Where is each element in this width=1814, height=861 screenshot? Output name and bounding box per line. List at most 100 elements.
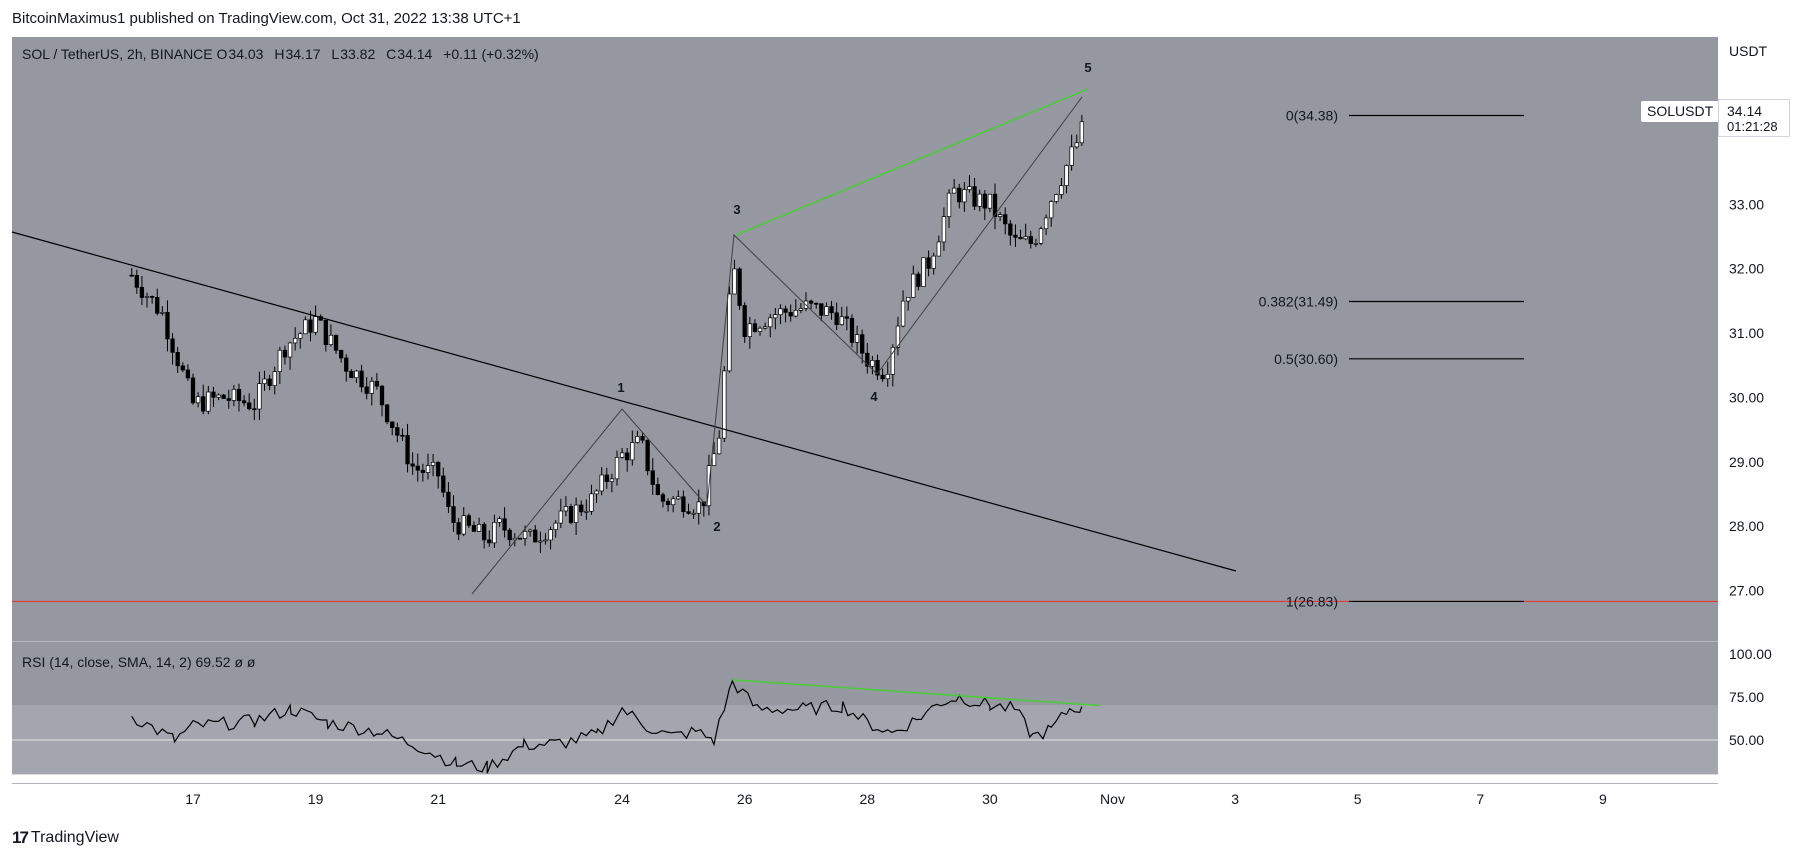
candle-body [1043, 217, 1049, 230]
price-axis[interactable] [1718, 37, 1814, 783]
rsi-axis-tick: 75.00 [1729, 689, 1764, 705]
candle-body [722, 370, 727, 439]
footer[interactable]: 17 TradingView [12, 828, 119, 848]
candle-body [446, 491, 451, 507]
low-label: L [331, 46, 340, 62]
candle-body [885, 373, 890, 380]
candle-body [865, 352, 870, 367]
candle-body [507, 529, 512, 541]
time-axis[interactable] [12, 783, 1718, 814]
candle-body [298, 333, 303, 339]
candle-body [364, 386, 369, 394]
candle-body [354, 370, 359, 379]
candle-body [487, 539, 492, 544]
candle-body [425, 465, 431, 473]
candle-body [762, 326, 768, 329]
price-axis-tick: 29.00 [1729, 454, 1764, 470]
candle-body [645, 439, 650, 472]
candle-body [1028, 236, 1033, 245]
price-axis-tick: 27.00 [1729, 583, 1764, 599]
candle-body [293, 337, 298, 344]
candle-body [415, 465, 420, 471]
time-axis-tick: 30 [982, 791, 998, 807]
publisher-header: BitcoinMaximus1 published on TradingView… [12, 10, 521, 27]
candle-body [957, 187, 962, 203]
wave-label: 5 [1084, 60, 1091, 75]
candle-body [405, 435, 410, 465]
footer-brand: TradingView [30, 829, 119, 846]
rsi-extra: ø ø [234, 654, 256, 670]
candle-body [717, 437, 722, 455]
candle-body [170, 338, 175, 353]
candle-body [241, 400, 247, 404]
candle-body [502, 518, 507, 531]
candle-body [962, 189, 967, 203]
candle-body [160, 312, 165, 314]
candle-body [226, 398, 231, 401]
candle-body [553, 522, 558, 530]
price-axis-tick: 30.00 [1729, 389, 1764, 405]
candle-body [1013, 234, 1018, 238]
candle-body [451, 506, 456, 523]
candle-body [625, 452, 630, 461]
candle-body [860, 334, 865, 354]
candle-body [1049, 201, 1054, 219]
descending-trendline [11, 231, 1237, 572]
candle-body [257, 383, 262, 410]
candle-body [190, 377, 196, 404]
candle-body [844, 316, 850, 319]
time-axis-tick: Nov [1100, 791, 1125, 807]
candle-body [926, 257, 931, 269]
time-axis-tick: 26 [737, 791, 753, 807]
candle-body [768, 317, 773, 328]
candle-body [1038, 228, 1044, 244]
candle-body [359, 370, 364, 388]
candle-body [870, 360, 875, 367]
candle-body [676, 496, 681, 500]
candle-body [747, 323, 752, 337]
candle-body [972, 186, 977, 207]
candle-body [895, 325, 901, 348]
candle-body [660, 494, 666, 502]
candle-body [379, 385, 385, 406]
candle-body [834, 312, 839, 325]
candle-body [982, 193, 987, 209]
candle-body [395, 427, 400, 436]
candle-body [916, 273, 921, 287]
symbol-title[interactable]: SOL / TetherUS, 2h, BINANCE [22, 46, 213, 62]
candle-body [338, 350, 344, 359]
candle-body [185, 369, 191, 379]
candle-body [1079, 121, 1085, 144]
rsi-upper-area [12, 642, 1718, 706]
candle-body [727, 293, 732, 372]
open-label: O [216, 46, 228, 62]
candle-body [589, 493, 594, 512]
time-axis-tick: 9 [1599, 791, 1607, 807]
candle-body [757, 327, 763, 332]
candle-body [783, 308, 788, 313]
candle-body [527, 529, 533, 532]
rsi-label[interactable]: RSI (14, close, SMA, 14, 2) [22, 654, 192, 670]
candle-body [1008, 223, 1013, 236]
candle-body [946, 192, 952, 217]
candle-body [681, 496, 686, 513]
fib-level-label: 0.5(30.60) [1274, 351, 1338, 367]
candle-body [390, 421, 395, 428]
candle-body [231, 388, 237, 401]
candle-body [599, 474, 604, 492]
rsi-line [131, 679, 1083, 774]
rsi-axis-tick: 100.00 [1729, 646, 1772, 662]
candle-body [267, 378, 272, 386]
candle-body [936, 241, 941, 257]
candle-body [436, 461, 441, 477]
candle-body [824, 306, 829, 316]
candle-body [308, 319, 313, 333]
fib-level-label: 1(26.83) [1286, 593, 1338, 609]
candle-body [732, 268, 737, 295]
rsi-divergence-line [732, 679, 1101, 707]
candle-body [328, 334, 334, 345]
candle-body [272, 371, 277, 386]
wave-label: 4 [870, 389, 878, 404]
bar-countdown: 01:21:28 [1727, 119, 1778, 134]
